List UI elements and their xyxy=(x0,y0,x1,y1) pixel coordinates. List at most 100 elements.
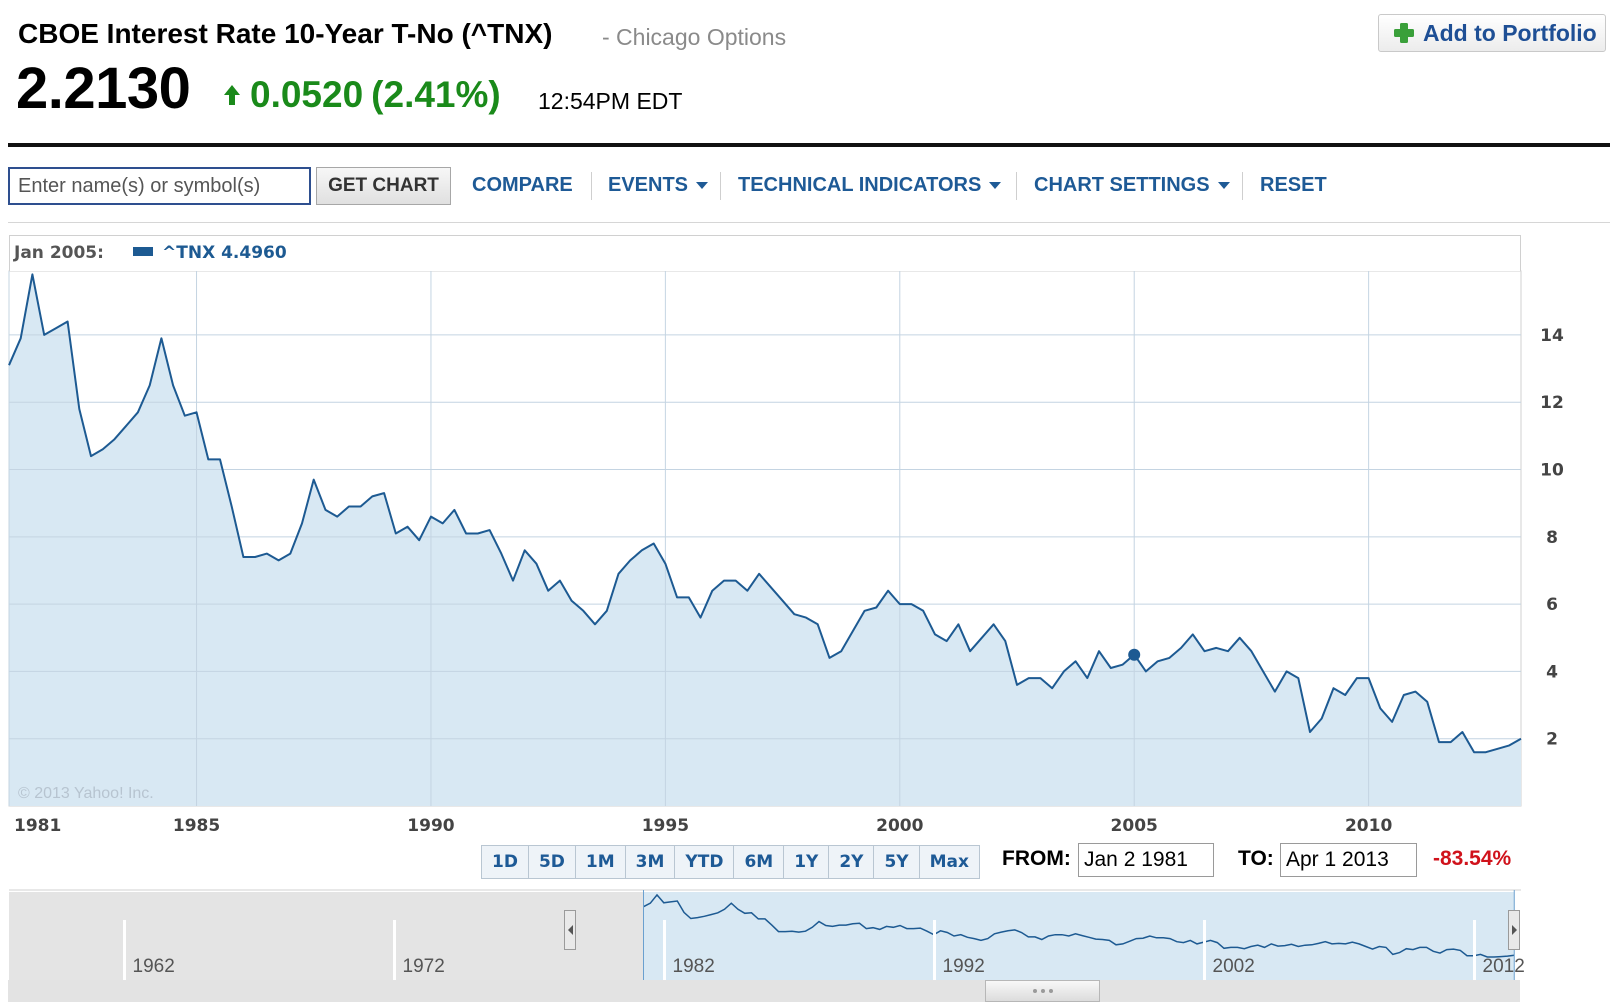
legend-swatch xyxy=(133,247,153,256)
data-point xyxy=(1167,655,1172,660)
data-point xyxy=(335,514,340,519)
data-point xyxy=(745,588,750,593)
x-tick-label: 1985 xyxy=(173,816,220,836)
data-point xyxy=(288,551,293,556)
data-point xyxy=(874,605,879,610)
data-point xyxy=(65,319,70,324)
range-button-5y[interactable]: 5Y xyxy=(874,846,920,878)
x-tick-label: 1990 xyxy=(407,816,454,836)
navigator-label: 2002 xyxy=(1213,956,1255,977)
data-point xyxy=(135,410,140,415)
to-label: TO: xyxy=(1238,847,1274,870)
reset-button[interactable]: RESET xyxy=(1260,174,1327,197)
chart-settings-label: CHART SETTINGS xyxy=(1034,174,1210,196)
data-point xyxy=(604,608,609,613)
data-point xyxy=(382,491,387,496)
range-button-6m[interactable]: 6M xyxy=(734,846,785,878)
range-button-ytd[interactable]: YTD xyxy=(675,846,735,878)
navigator-label: 2012 xyxy=(1483,956,1525,977)
y-tick-label: 14 xyxy=(1540,326,1564,346)
from-date-input[interactable] xyxy=(1078,843,1214,877)
data-point xyxy=(1073,659,1078,664)
x-tick-label: 1995 xyxy=(642,816,689,836)
data-point xyxy=(1495,746,1500,751)
data-point xyxy=(30,272,35,277)
quote-time: 12:54PM EDT xyxy=(538,88,683,114)
navigator-label: 1992 xyxy=(943,956,985,977)
data-point xyxy=(1050,686,1055,691)
navigator-scrollbar[interactable] xyxy=(8,980,1520,1002)
data-point xyxy=(241,555,246,560)
get-chart-button[interactable]: GET CHART xyxy=(316,167,451,205)
x-tick-label: 2005 xyxy=(1111,816,1158,836)
data-point xyxy=(780,598,785,603)
data-point xyxy=(1026,676,1031,681)
navigator-left-handle[interactable] xyxy=(564,910,576,950)
copyright: © 2013 Yahoo! Inc. xyxy=(18,785,154,802)
data-point xyxy=(616,571,621,576)
chevron-down-icon xyxy=(696,182,709,189)
range-button-1d[interactable]: 1D xyxy=(482,846,529,878)
data-point xyxy=(112,437,117,442)
data-point xyxy=(768,585,773,590)
data-point xyxy=(42,332,47,337)
data-point xyxy=(475,531,480,536)
data-point xyxy=(733,578,738,583)
data-point xyxy=(1448,740,1453,745)
data-point xyxy=(452,507,457,512)
data-point xyxy=(1378,706,1383,711)
add-to-portfolio-button[interactable]: Add to Portfolio xyxy=(1378,14,1606,52)
data-point xyxy=(358,504,363,509)
range-button-1y[interactable]: 1Y xyxy=(784,846,830,878)
data-point xyxy=(405,524,410,529)
chevron-down-icon xyxy=(1217,182,1230,189)
data-point xyxy=(1425,699,1430,704)
compare-label: COMPARE xyxy=(472,174,573,196)
data-point xyxy=(1061,669,1066,674)
navigator-series-line xyxy=(643,893,1515,958)
data-point xyxy=(159,336,164,341)
scrollbar-thumb[interactable] xyxy=(985,980,1100,1002)
symbol-search-input[interactable] xyxy=(8,167,311,205)
data-point xyxy=(698,615,703,620)
toolbar-divider xyxy=(8,222,1610,223)
data-point xyxy=(921,608,926,613)
navigator-label: 1982 xyxy=(673,956,715,977)
compare-button[interactable]: COMPARE xyxy=(472,174,573,197)
data-point xyxy=(1085,676,1090,681)
data-point xyxy=(792,612,797,617)
range-button-2y[interactable]: 2Y xyxy=(829,846,875,878)
data-point xyxy=(1331,686,1336,691)
technical-indicators-menu[interactable]: TECHNICAL INDICATORS xyxy=(738,174,1002,197)
data-point xyxy=(675,595,680,600)
legend-series-value: ^TNX 4.4960 xyxy=(162,243,287,263)
range-button-5d[interactable]: 5D xyxy=(528,846,576,878)
y-tick-label: 12 xyxy=(1540,393,1564,413)
data-point xyxy=(1272,689,1277,694)
data-point xyxy=(1237,635,1242,640)
data-point xyxy=(182,413,187,418)
to-date-input[interactable] xyxy=(1280,843,1417,877)
range-button-1m[interactable]: 1M xyxy=(575,846,626,878)
navigator-right-handle[interactable] xyxy=(1508,910,1520,950)
data-point xyxy=(862,608,867,613)
toolbar-separator xyxy=(1016,172,1017,200)
range-button-3m[interactable]: 3M xyxy=(625,846,676,878)
data-point xyxy=(1143,669,1148,674)
header-divider xyxy=(8,143,1610,147)
chart-settings-menu[interactable]: CHART SETTINGS xyxy=(1034,174,1230,197)
toolbar-separator xyxy=(591,172,592,200)
data-point xyxy=(346,504,351,509)
data-point xyxy=(429,514,434,519)
data-point xyxy=(991,622,996,627)
range-button-max[interactable]: Max xyxy=(919,846,979,878)
events-menu[interactable]: EVENTS xyxy=(608,174,709,197)
data-point xyxy=(487,528,492,533)
highlight-point xyxy=(1128,648,1141,661)
data-point xyxy=(1472,750,1477,755)
events-label: EVENTS xyxy=(608,174,689,196)
data-point xyxy=(651,541,656,546)
grip-dot xyxy=(1032,989,1037,993)
data-point xyxy=(1155,659,1160,664)
data-point xyxy=(147,383,152,388)
